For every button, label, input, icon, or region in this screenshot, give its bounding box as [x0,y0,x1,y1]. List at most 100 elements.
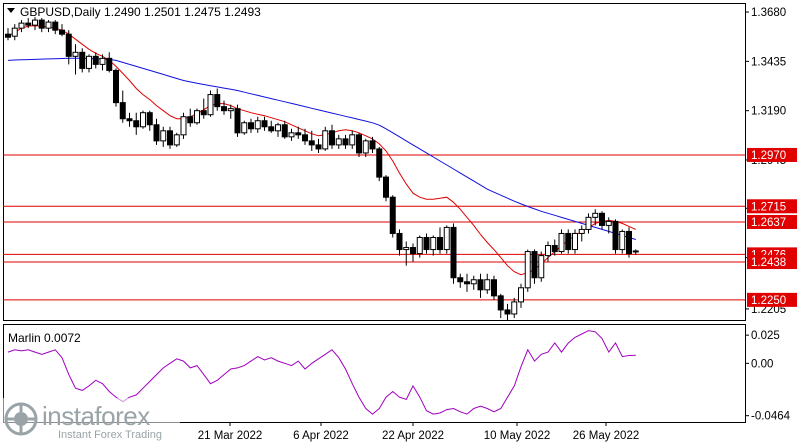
level-label-text: 1.2637 [751,217,786,229]
ma-fast-line [7,25,637,276]
candle [605,217,612,234]
candle [32,17,38,31]
candle [315,138,322,153]
candle [470,275,477,290]
candle [619,229,626,254]
candle [113,68,119,107]
candle [45,20,52,33]
candle [322,126,329,151]
candle-body [173,134,180,146]
candle [248,118,254,133]
candle-body [18,22,25,29]
candle [335,134,342,149]
candle [376,146,383,182]
candle-body [585,216,592,230]
oscillator-line [7,330,636,415]
candle [491,275,497,300]
candle [308,130,315,151]
candle [497,293,504,318]
candle-body [295,132,302,136]
candle [227,104,234,119]
candle [126,112,133,127]
level-label: 1.2250 [747,292,797,307]
candle-body [349,134,356,146]
candle-body [113,69,119,104]
oscillator-tick-label: 0.025 [751,330,780,342]
level-label: 1.2970 [747,147,797,162]
candle [119,90,126,123]
candle-body [389,196,396,234]
oscillator-tick-label: -0.0464 [751,411,791,423]
candle [59,24,65,37]
candle [52,20,59,35]
level-label: 1.2715 [747,199,797,214]
candle-body [275,124,281,132]
candle-body [200,110,207,116]
candle-body [605,220,612,226]
candle-body [383,176,389,198]
level-label-text: 1.2438 [751,257,786,269]
candle-body [599,212,605,226]
candle-body [302,134,308,142]
candle [592,209,599,226]
candle-body [524,251,531,289]
candle-body [207,94,214,116]
candle-body [531,251,538,279]
candle [410,243,416,262]
candle [11,24,18,41]
candle-body [457,277,464,283]
candle [146,110,153,131]
watermark-brand: instaforex [42,401,150,431]
candle-body [342,138,349,146]
candle-body [288,132,295,138]
candle-body [59,29,65,35]
candle [416,235,423,258]
candle-body [430,236,437,251]
time-tick-label: 26 May 2022 [573,430,640,442]
candle-body [450,226,457,279]
price-tick-label: 1.3435 [751,56,786,68]
candle [241,120,248,135]
candle-body [356,134,362,154]
price-tick-label: 1.3190 [751,106,786,118]
candle-body [133,120,140,128]
candle-body [315,144,322,150]
level-label-text: 1.2715 [751,201,786,213]
candle [221,100,227,115]
candle [362,138,369,157]
candle [207,90,214,117]
candle [275,122,281,137]
oscillator-series [7,330,636,415]
candle [389,195,396,238]
candle [99,54,106,71]
candle-body [234,108,241,134]
candle [288,128,295,141]
candle-body [545,245,551,257]
candle [356,132,362,157]
candle-body [578,228,585,234]
time-tick-label: 22 Apr 2022 [382,430,444,442]
candle-body [261,120,268,128]
price-tick-label: 1.3680 [751,7,786,19]
candle [187,108,194,127]
candle-body [396,232,403,251]
oscillator-tick-label: 0.00 [751,358,773,370]
candle-body [335,138,342,146]
candle [281,120,288,139]
candle-body [119,102,126,120]
candle-body [248,122,254,130]
level-label-text: 1.2250 [751,295,786,307]
candle [396,229,403,256]
candle [538,251,545,282]
ma-fast-series [7,25,637,276]
candle-body [308,140,315,146]
candle-body [443,226,450,251]
collapse-triangle-icon[interactable] [7,8,15,13]
candle-body [376,148,383,178]
time-tick-label: 6 Apr 2022 [293,430,349,442]
candle-body [25,22,32,26]
candle [450,223,457,284]
instaforex-logo-icon [4,402,38,436]
candle-body [180,116,187,136]
